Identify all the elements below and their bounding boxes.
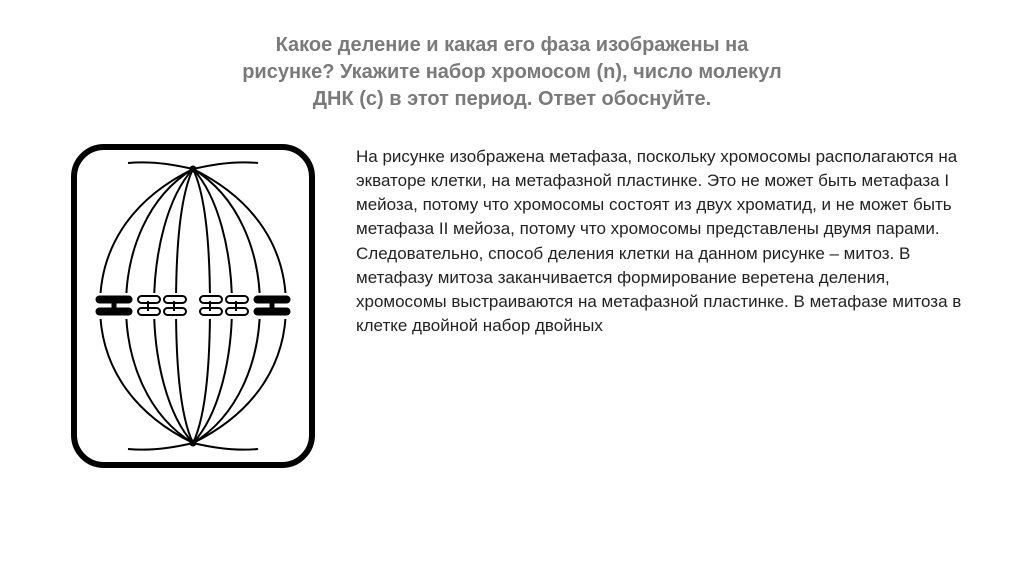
question-title: Какое деление и какая его фаза изображен… [132,32,892,113]
title-line-1: Какое деление и какая его фаза изображен… [276,34,749,56]
content-row: На рисунке изображена метафаза, поскольк… [60,141,964,476]
answer-text: На рисунке изображена метафаза, поскольк… [356,145,964,338]
answer-column: На рисунке изображена метафаза, поскольк… [356,141,964,338]
metaphase-diagram [68,141,318,471]
title-line-2: рисунке? Укажите набор хромосом (n), чис… [242,61,782,83]
title-line-3: ДНК (с) в этот период. Ответ обоснуйте. [313,88,711,110]
figure-column [60,141,318,476]
